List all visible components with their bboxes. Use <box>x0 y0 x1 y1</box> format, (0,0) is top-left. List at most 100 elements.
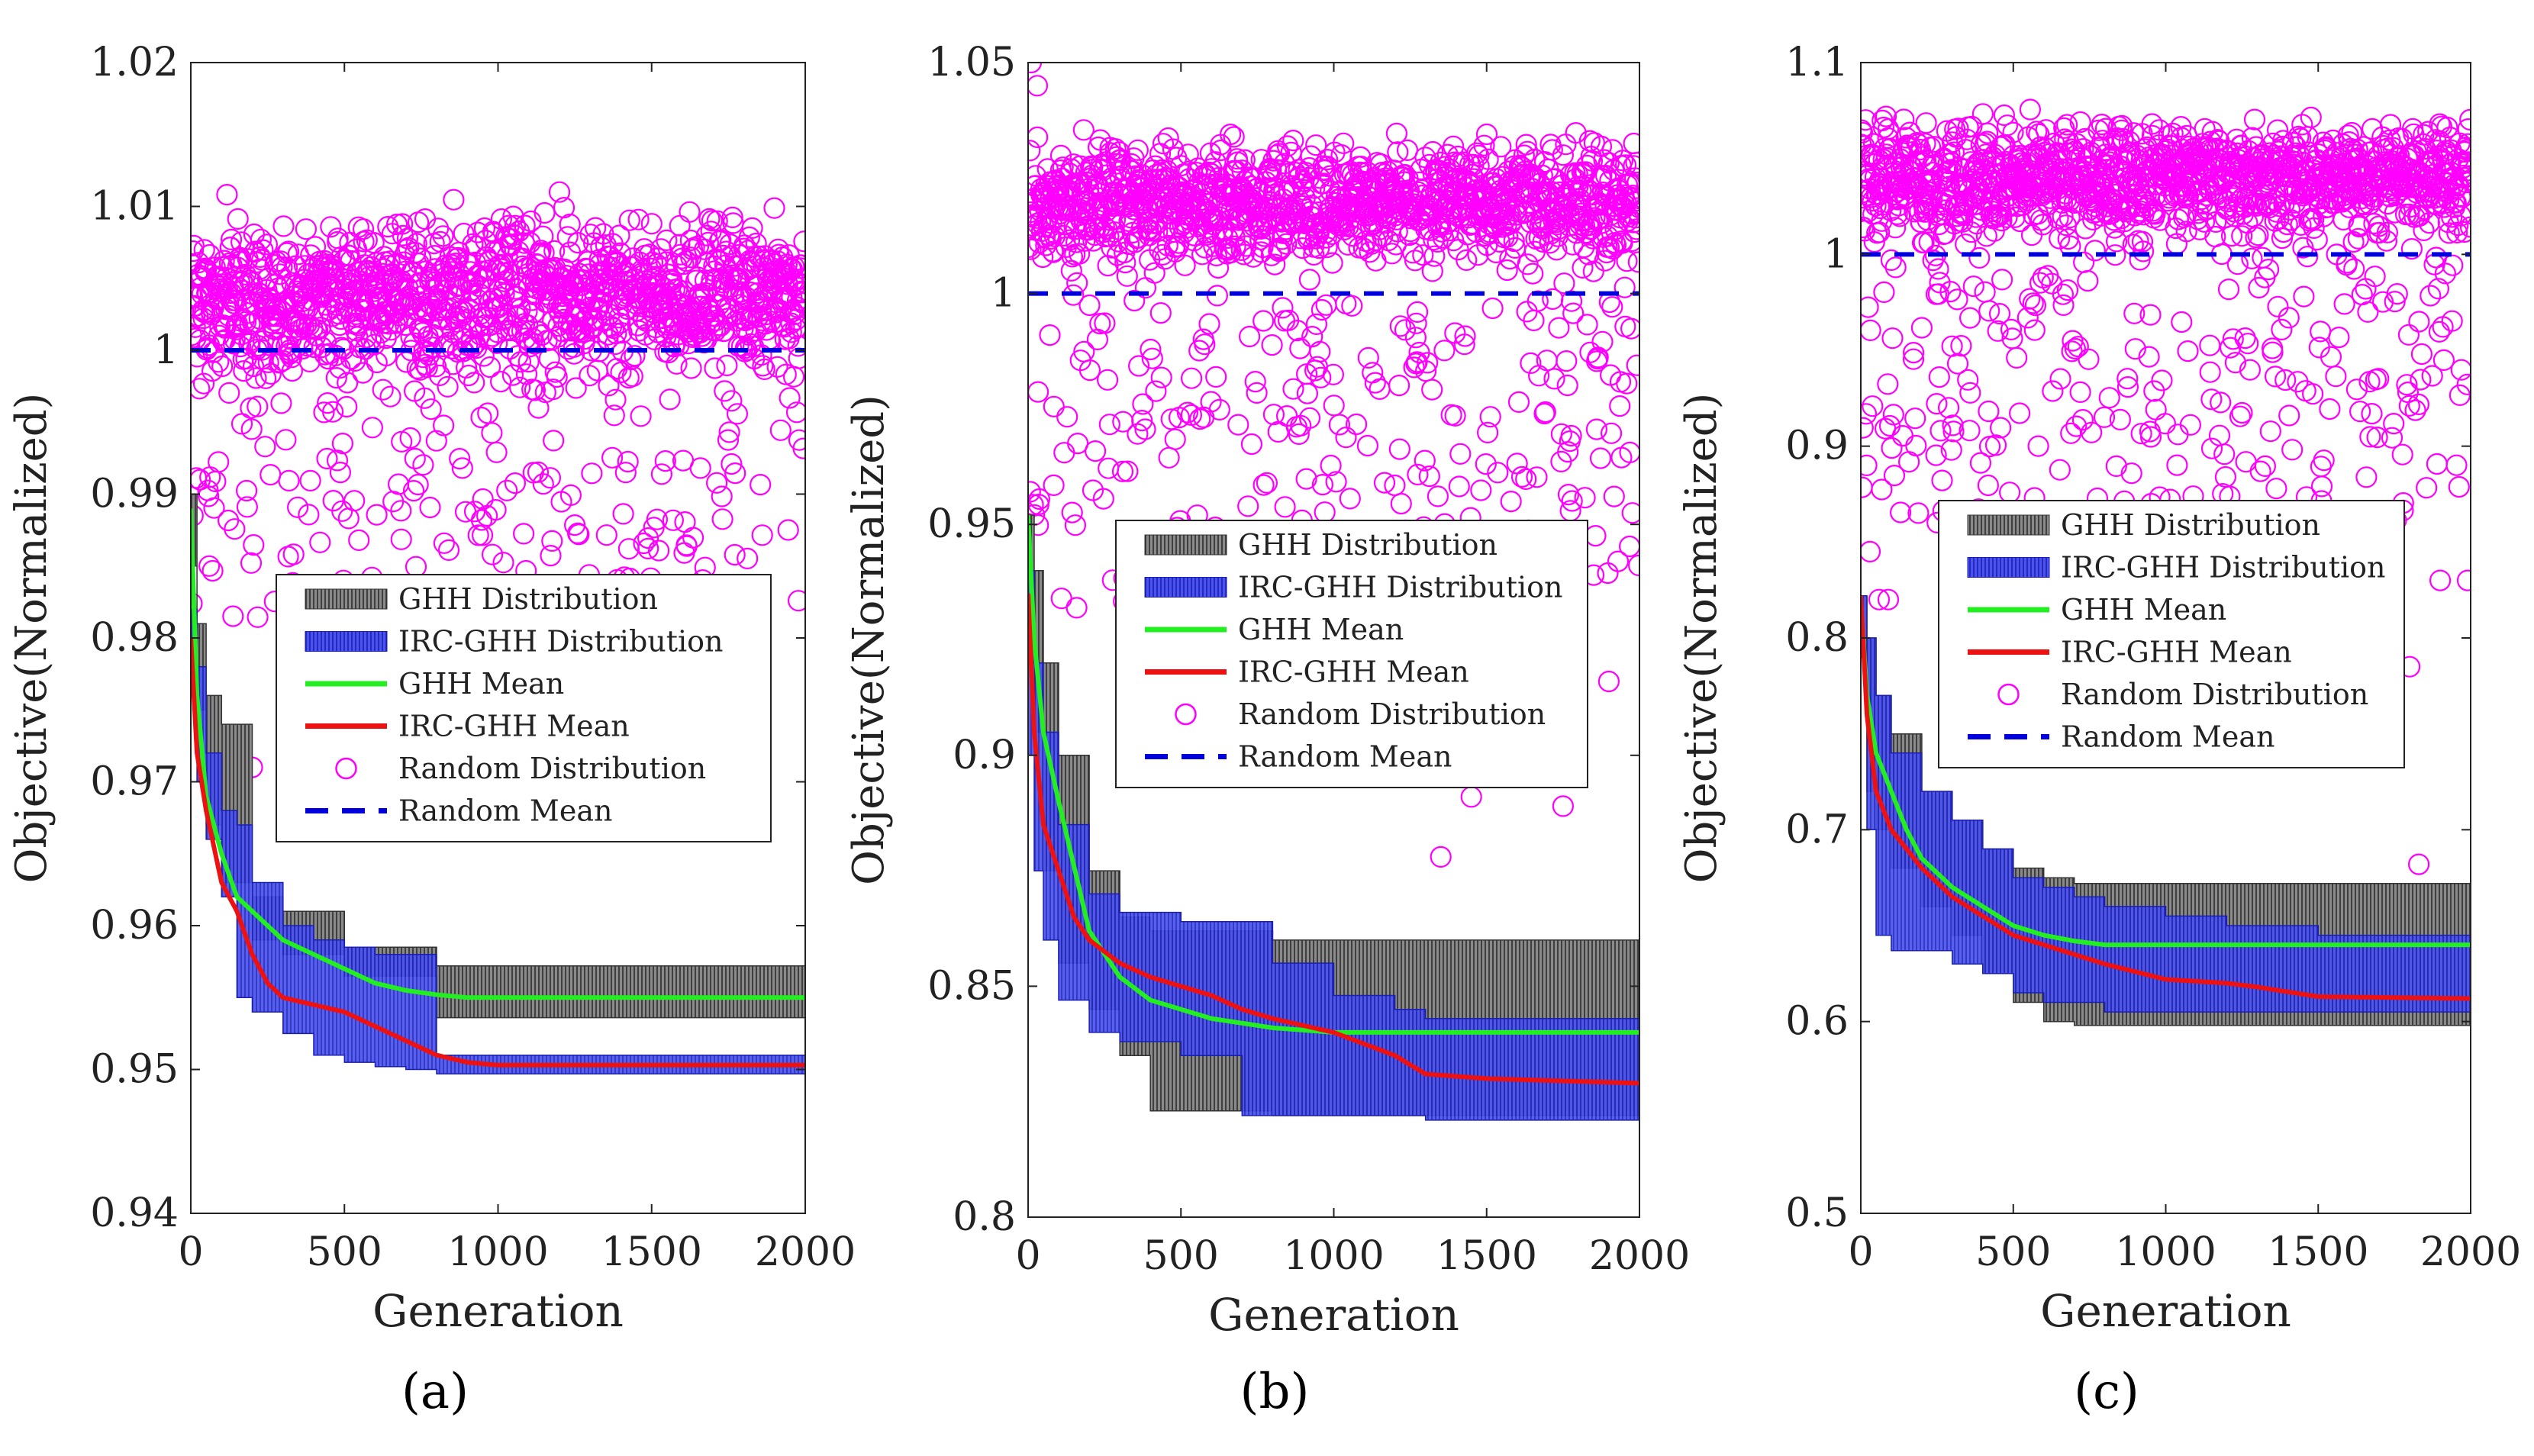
random-point <box>1902 348 1925 370</box>
random-point <box>2067 336 2089 358</box>
random-point <box>495 304 517 326</box>
random-point <box>2306 229 2328 251</box>
random-point <box>370 286 392 308</box>
random-point <box>1562 234 1584 256</box>
random-point <box>247 395 269 417</box>
random-point <box>394 260 416 282</box>
random-point <box>1552 144 1575 166</box>
random-point <box>191 378 211 400</box>
random-point <box>1262 150 1285 172</box>
legend-swatch-irc-ghh-distribution <box>305 631 388 652</box>
random-point <box>198 243 221 266</box>
random-point <box>2342 230 2365 253</box>
random-point <box>241 272 263 294</box>
legend: GHH Distribution IRC-GHH Distribution GHH … <box>276 574 772 842</box>
random-point <box>240 397 262 419</box>
irc-ghh-distribution-band <box>1028 569 1639 1121</box>
random-point <box>432 225 454 247</box>
random-point <box>1389 315 1411 337</box>
random-point <box>470 406 492 429</box>
random-point <box>705 472 728 494</box>
legend: GHH Distribution IRC-GHH Distribution GHH … <box>1938 500 2405 768</box>
random-point <box>2224 352 2246 374</box>
x-tick-label: 1500 <box>2268 1229 2368 1275</box>
random-point <box>1141 189 1163 211</box>
legend-label: GHH Mean <box>1238 613 1404 646</box>
random-point <box>1861 403 1878 425</box>
random-point <box>1940 439 1962 461</box>
random-point <box>1288 423 1310 446</box>
random-point <box>581 462 603 485</box>
random-point <box>1626 218 1639 240</box>
random-point <box>1942 420 1965 443</box>
random-point <box>236 479 258 502</box>
random-point <box>2366 426 2388 449</box>
x-tick-label: 2000 <box>1589 1233 1690 1279</box>
random-point <box>2199 361 2221 383</box>
random-point <box>1988 303 2011 325</box>
legend: GHH Distribution IRC-GHH Distribution GHH … <box>1115 520 1588 788</box>
random-point <box>2259 420 2281 443</box>
random-point <box>1622 185 1639 207</box>
random-point <box>1427 485 1449 507</box>
random-point <box>723 255 746 277</box>
random-point <box>407 473 429 496</box>
random-point <box>1433 340 1456 362</box>
random-point <box>1414 449 1436 472</box>
random-point <box>2376 221 2398 243</box>
random-point <box>2179 414 2201 436</box>
random-point <box>1298 407 1321 429</box>
random-point <box>1578 243 1600 266</box>
random-point <box>1268 143 1291 165</box>
random-point <box>788 590 805 612</box>
random-point <box>766 356 788 378</box>
random-point <box>496 479 518 501</box>
random-point <box>1196 224 1218 246</box>
random-point <box>601 446 624 469</box>
random-point <box>621 366 643 388</box>
random-point <box>2123 302 2146 324</box>
random-point <box>1098 414 1120 436</box>
random-point <box>2046 142 2068 164</box>
random-point <box>1387 141 1409 163</box>
random-point <box>1127 139 1149 161</box>
random-point <box>1267 140 1289 162</box>
random-point <box>1496 259 1518 282</box>
random-point <box>1562 302 1585 324</box>
random-point <box>428 364 451 386</box>
legend-label: Random Distribution <box>2061 678 2368 711</box>
random-point <box>463 372 485 394</box>
random-point <box>1200 391 1222 413</box>
random-point <box>1597 225 1619 247</box>
random-point <box>1942 414 1964 436</box>
random-point <box>1884 217 1907 239</box>
random-point <box>2049 368 2071 390</box>
random-point <box>769 419 791 441</box>
legend-swatch-ghh-distribution <box>305 588 388 610</box>
random-point <box>1321 252 1343 274</box>
random-point <box>2455 137 2471 159</box>
random-point <box>1996 114 2019 137</box>
y-tick-label: 0.6 <box>1785 999 1849 1045</box>
random-point <box>2138 346 2160 368</box>
random-point <box>1923 201 1946 224</box>
random-point <box>2081 421 2103 443</box>
random-point <box>252 239 274 261</box>
random-point <box>1895 127 1917 149</box>
random-point <box>1316 237 1338 259</box>
random-point <box>1252 310 1275 332</box>
random-point <box>1476 421 1499 444</box>
random-point <box>1556 374 1578 397</box>
random-point <box>316 447 338 470</box>
random-point <box>1227 414 1249 436</box>
random-point <box>501 228 523 250</box>
random-point <box>404 447 426 470</box>
random-point <box>1619 441 1639 463</box>
random-point <box>1233 243 1255 266</box>
random-point <box>2359 426 2381 448</box>
random-point <box>2452 156 2471 179</box>
random-point <box>1197 173 1219 195</box>
random-point <box>1877 127 1899 149</box>
random-point <box>345 303 367 325</box>
random-point <box>1061 501 1083 523</box>
